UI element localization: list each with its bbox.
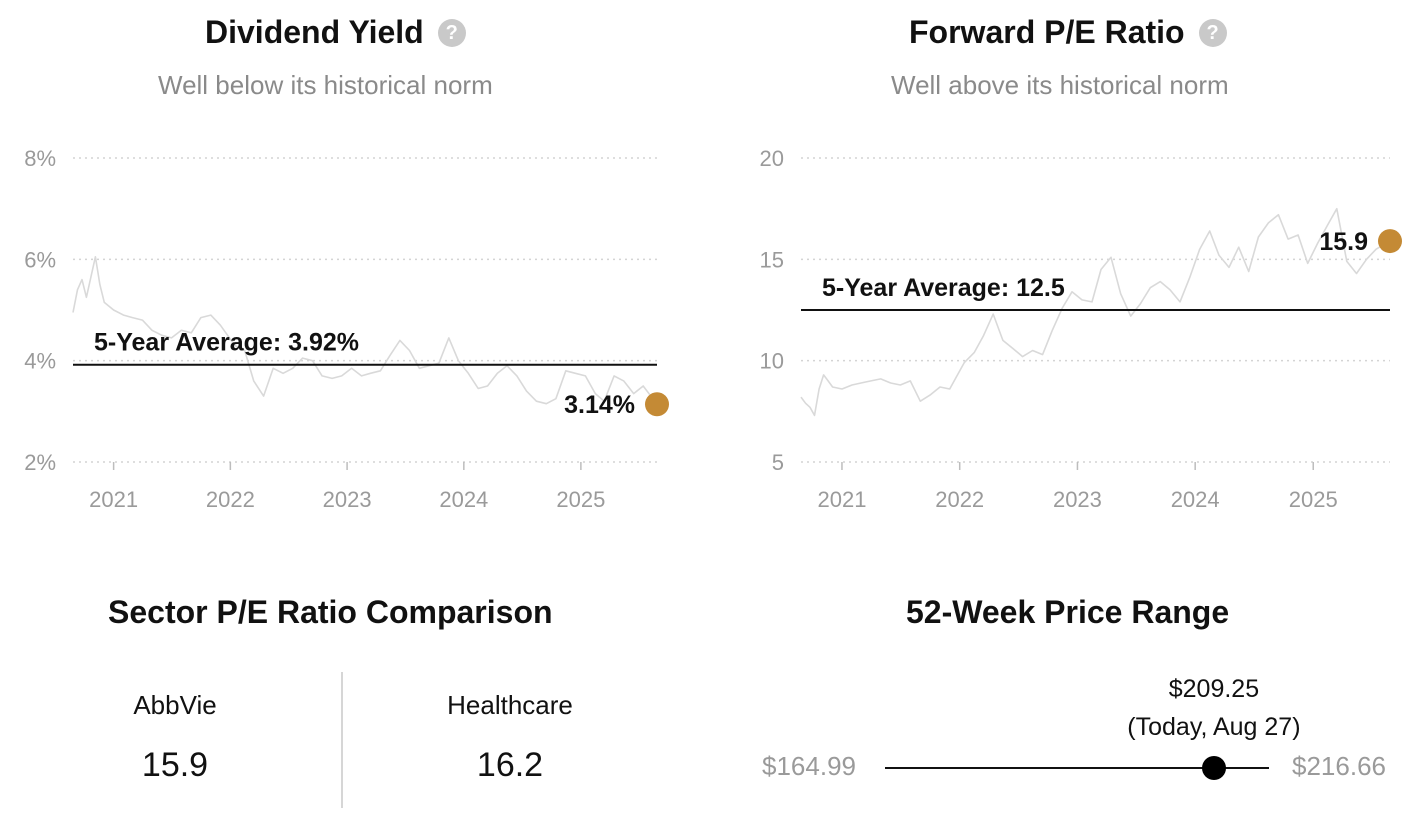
price-range-current-label: $209.25 (Today, Aug 27) [1099,670,1329,746]
forward-pe-title: Forward P/E Ratio? [909,14,1227,51]
x-tick-label: 2022 [206,487,255,512]
y-tick-label: 10 [760,349,784,374]
x-tick-label: 2021 [817,487,866,512]
price-range-high: $216.66 [1292,751,1386,781]
sector-name-abbvie: AbbVie [133,690,217,720]
x-tick-label: 2023 [323,487,372,512]
price-range-track [885,767,1269,769]
y-tick-label: 15 [760,247,784,272]
question-circle-icon[interactable]: ? [437,19,466,47]
dividend-yield-title-text: Dividend Yield [205,14,424,50]
y-tick-label: 20 [760,146,784,171]
current-value-marker [1378,229,1402,254]
y-tick-label: 6% [24,247,56,272]
sector-name-healthcare: Healthcare [447,690,573,720]
price-range-low: $164.99 [762,751,856,781]
dividend-yield-title: Dividend Yield? [205,14,466,51]
y-tick-label: 8% [24,146,56,171]
current-value-marker [645,392,669,417]
x-tick-label: 2024 [1171,487,1220,512]
forward-pe-title-text: Forward P/E Ratio [909,14,1185,50]
price-range-current-price: $209.25 [1168,675,1260,703]
average-label: 5-Year Average: 12.5 [822,274,1065,302]
sector-value-abbvie: 15.9 [141,746,209,784]
x-tick-label: 2021 [89,487,138,512]
y-tick-label: 2% [24,450,56,475]
series-line [72,255,658,405]
price-range-title: 52-Week Price Range [906,594,1230,630]
dividend-yield-chart: 2% 4% 6% 8% 2021 2022 2023 2024 2025 5-Year Avera… [24,146,669,512]
dividend-yield-subtitle: Well below its historical norm [158,70,493,100]
y-tick-label: 4% [24,349,56,374]
line-charts-svg: 2% 4% 6% 8% 2021 2022 2023 2024 2025 5-Year Avera… [24,146,1402,512]
current-value-label: 3.14% [564,391,635,419]
price-range-marker [1201,756,1226,780]
y-tick-label: 5 [772,450,784,475]
x-tick-label: 2025 [1289,487,1338,512]
sector-value-healthcare: 16.2 [476,746,544,784]
current-value-label: 15.9 [1319,228,1368,256]
forward-pe-subtitle: Well above its historical norm [891,70,1229,100]
sector-divider [341,672,343,808]
price-range-current-note: (Today, Aug 27) [1127,713,1301,741]
x-tick-label: 2024 [439,487,488,512]
x-tick-label: 2025 [556,487,605,512]
sector-comparison-title: Sector P/E Ratio Comparison [108,594,553,630]
question-circle-icon[interactable]: ? [1198,19,1227,47]
average-label: 5-Year Average: 3.92% [94,329,359,357]
forward-pe-chart: 5 10 15 20 2021 2022 2023 2024 2025 5-Year Averag… [760,146,1402,512]
x-tick-label: 2022 [935,487,984,512]
series-line [800,207,1391,417]
x-tick-label: 2023 [1053,487,1102,512]
